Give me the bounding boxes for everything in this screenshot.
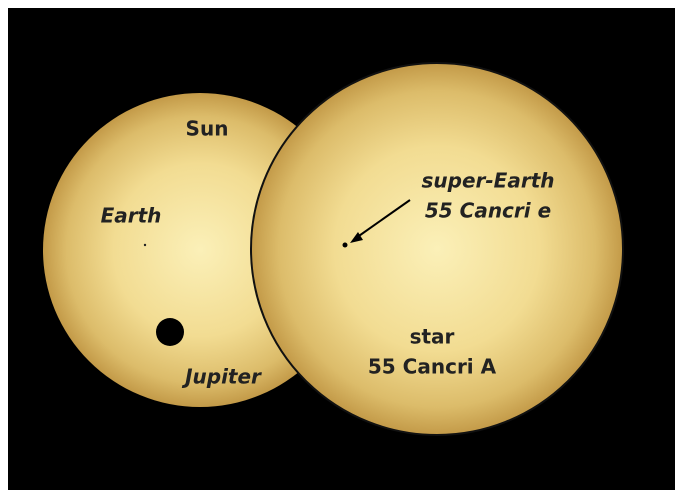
sun-label: Sun bbox=[186, 117, 229, 141]
star-label: 55 Cancri A bbox=[368, 355, 497, 379]
jupiter-dot bbox=[156, 318, 184, 346]
super-earth-dot bbox=[343, 243, 348, 248]
jupiter-label: Jupiter bbox=[181, 365, 262, 389]
star-label: star bbox=[410, 325, 455, 349]
planet-label: 55 Cancri e bbox=[425, 199, 551, 223]
star-disk bbox=[251, 63, 623, 435]
earth-label: Earth bbox=[101, 204, 162, 228]
earth-dot bbox=[144, 244, 146, 246]
illustration: Sun Earth Jupiter super-Earth 55 Cancri … bbox=[0, 0, 683, 498]
planet-label: super-Earth bbox=[421, 169, 554, 193]
